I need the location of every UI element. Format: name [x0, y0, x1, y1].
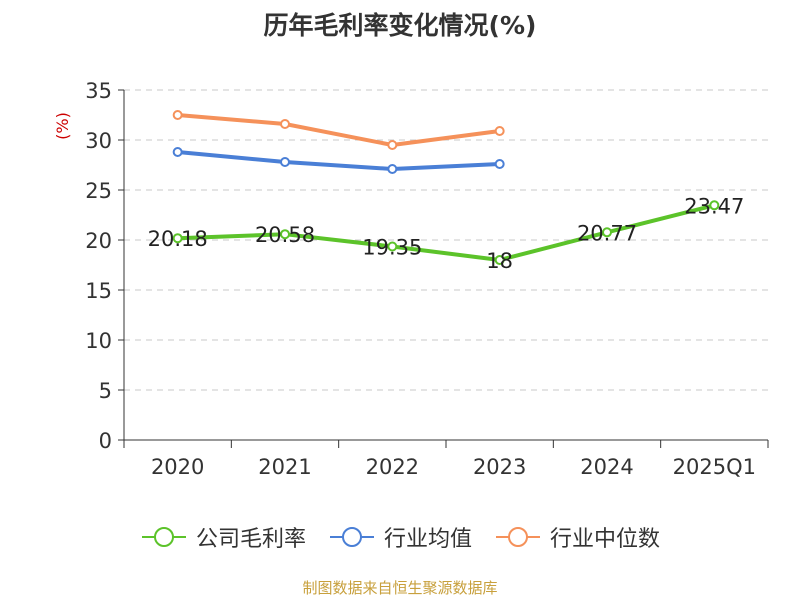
data-point	[172, 110, 183, 120]
x-tick-label: 2023	[473, 455, 526, 479]
y-tick-label: 20	[85, 229, 112, 253]
y-tick-label: 35	[85, 79, 112, 103]
x-tick-label: 2021	[258, 455, 311, 479]
axes: 0 5 10 15 20 25 30 35 2020 2021 2022 2023 2024 2025Q1	[85, 79, 769, 479]
data-point	[280, 157, 290, 167]
data-point	[280, 119, 290, 129]
y-tick-label: 5	[99, 379, 112, 403]
legend-label: 行业中位数	[550, 527, 661, 552]
legend-marker	[341, 527, 362, 547]
series-line	[175, 203, 717, 262]
legend-swatch	[496, 527, 540, 547]
data-point	[172, 147, 183, 157]
legend-item[interactable]: 行业中位数	[494, 521, 660, 553]
data-label: 19.35	[362, 236, 422, 260]
data-point	[494, 126, 505, 136]
data-point	[494, 255, 505, 265]
x-tick-label: 2024	[580, 455, 633, 479]
chart-title: 历年毛利率变化情况(%)	[263, 11, 537, 40]
y-tick-label: 0	[99, 429, 112, 453]
data-point	[494, 159, 505, 169]
data-label: 20.18	[148, 227, 208, 251]
data-label: 23.47	[684, 194, 744, 218]
data-label: 20.77	[577, 221, 637, 245]
legend-marker	[508, 527, 528, 547]
x-tick-label: 2022	[366, 455, 419, 479]
y-tick-label: 30	[85, 129, 112, 153]
legend-swatch	[329, 527, 374, 547]
series-line	[175, 113, 502, 147]
legend-item[interactable]: 行业均值	[328, 521, 472, 553]
data-label: 18	[486, 249, 513, 273]
data-point	[387, 164, 398, 174]
legend-label: 公司毛利率	[195, 527, 306, 552]
legend-label: 行业均值	[383, 527, 472, 552]
y-axis-label: (%)	[53, 112, 72, 140]
data-labels: 20.18 20.58 19.35 18 20.77 23.47	[148, 194, 745, 273]
grid-lines	[124, 89, 768, 391]
data-point	[280, 229, 290, 240]
series-line	[175, 150, 502, 171]
data-point	[387, 241, 398, 252]
y-tick-label: 25	[85, 179, 112, 203]
data-point	[602, 227, 612, 238]
legend: 公司毛利率 行业均值 行业中位数	[0, 520, 800, 554]
data-point	[709, 200, 720, 211]
series-lines	[172, 110, 720, 265]
legend-swatch	[141, 527, 186, 547]
legend-marker	[153, 527, 174, 547]
data-point	[387, 140, 398, 150]
x-tick-label: 2020	[151, 455, 204, 479]
legend-item[interactable]: 公司毛利率	[140, 521, 306, 553]
data-label: 20.58	[255, 223, 315, 247]
y-tick-label: 10	[85, 329, 112, 353]
x-tick-label: 2025Q1	[673, 455, 756, 479]
y-tick-label: 15	[85, 279, 112, 303]
data-point	[172, 233, 183, 244]
source-note: 制图数据来自恒生聚源数据库	[302, 579, 498, 597]
